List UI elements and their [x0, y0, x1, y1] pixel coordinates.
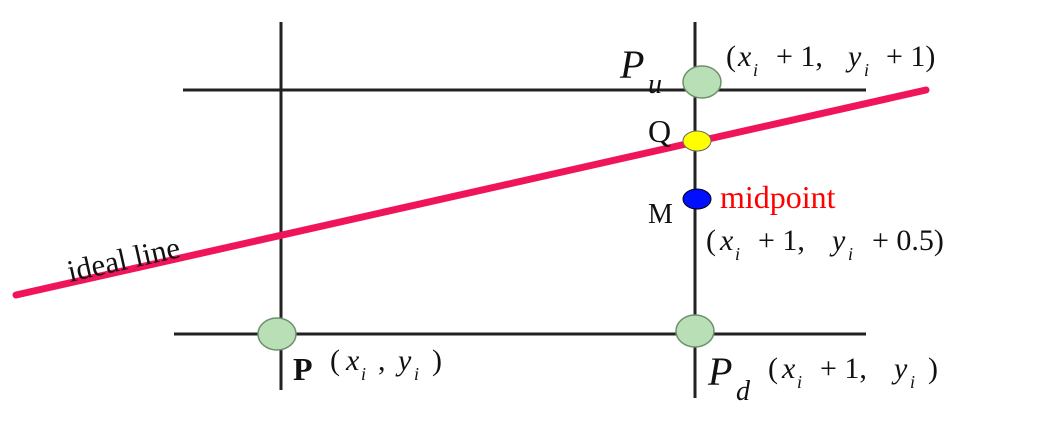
- coord-pu: ( x i + 1, y i + 1): [726, 40, 935, 83]
- coord-p: ( x i , y i ): [330, 344, 442, 387]
- label-pu-sub: u: [648, 69, 662, 100]
- coord-pd: ( x i + 1, y i ): [768, 352, 938, 395]
- label-midpoint: midpoint: [720, 179, 836, 215]
- point-m-marker: [682, 188, 712, 210]
- label-m: M: [648, 199, 673, 230]
- coord-m: ( x i + 1, y i + 0.5): [706, 224, 944, 267]
- label-pd-sub: d: [736, 376, 751, 407]
- pixel-pd: [675, 314, 715, 348]
- label-pd-letter: P: [707, 349, 732, 394]
- pixel-pu: [682, 65, 722, 99]
- label-q: Q: [648, 113, 671, 149]
- pixel-p: [257, 317, 297, 351]
- ideal-line-label: ideal line: [64, 230, 183, 289]
- point-q-marker: [682, 130, 712, 152]
- label-pu-letter: P: [619, 42, 644, 87]
- label-p: P: [293, 351, 313, 387]
- ideal-line: [12, 86, 930, 299]
